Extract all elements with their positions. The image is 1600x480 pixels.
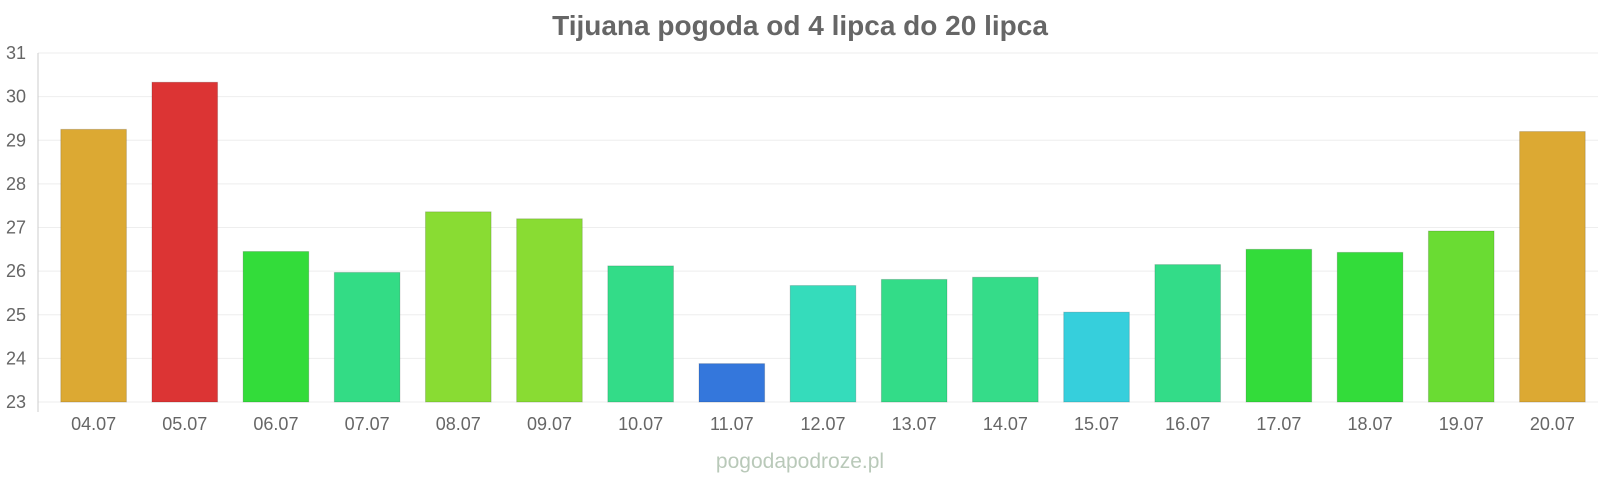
bar[interactable] [1063,311,1130,403]
watermark: pogodapodroze.pl [715,450,885,473]
bar[interactable] [1519,131,1586,403]
bar[interactable] [607,265,674,403]
x-tick-label: 11.07 [710,414,754,434]
x-tick-label: 15.07 [1074,414,1119,434]
y-tick-label: 31 [6,43,26,63]
x-tick-label: 18.07 [1348,414,1393,434]
x-tick-label: 16.07 [1165,414,1210,434]
y-tick-label: 24 [6,348,26,368]
x-tick-label: 05.07 [162,414,207,434]
bar[interactable] [1427,230,1495,403]
y-tick-label: 25 [6,305,26,325]
bar[interactable] [1245,248,1313,403]
x-tick-label: 14.07 [983,414,1028,434]
bar[interactable] [698,363,766,403]
x-tick-label: 06.07 [253,414,298,434]
y-tick-label: 29 [6,130,26,150]
x-tick-label: 07.07 [345,414,390,434]
bar-layer [60,81,1586,403]
bar[interactable] [972,276,1039,403]
bar[interactable] [151,81,219,403]
y-tick-label: 30 [6,87,26,107]
y-tick-label: 23 [6,392,26,412]
bar[interactable] [880,278,948,403]
bar[interactable] [516,218,583,403]
bar[interactable] [424,211,492,403]
x-tick-label: 09.07 [527,414,572,434]
x-tick-label: 04.07 [71,414,116,434]
x-tick-label: 10.07 [618,414,663,434]
label-layer: 23 24 25 26 27 28 29 30 31 04.07 05.07 06.07 07.07 08… [6,43,1575,434]
bar[interactable] [789,285,857,403]
x-tick-label: 13.07 [892,414,937,434]
x-tick-label: 19.07 [1439,414,1484,434]
x-tick-label: 20.07 [1530,414,1575,434]
x-tick-label: 17.07 [1256,414,1301,434]
chart-title: Tijuana pogoda od 4 lipca do 20 lipca [552,10,1048,41]
bar[interactable] [1336,251,1404,403]
bar[interactable] [242,250,310,403]
bar[interactable] [1154,264,1222,403]
bar[interactable] [333,271,401,403]
y-tick-label: 27 [6,218,26,238]
x-tick-label: 08.07 [436,414,481,434]
y-tick-label: 26 [6,261,26,281]
y-tick-label: 28 [6,174,26,194]
bar[interactable] [60,128,127,403]
x-tick-label: 12.07 [800,414,845,434]
